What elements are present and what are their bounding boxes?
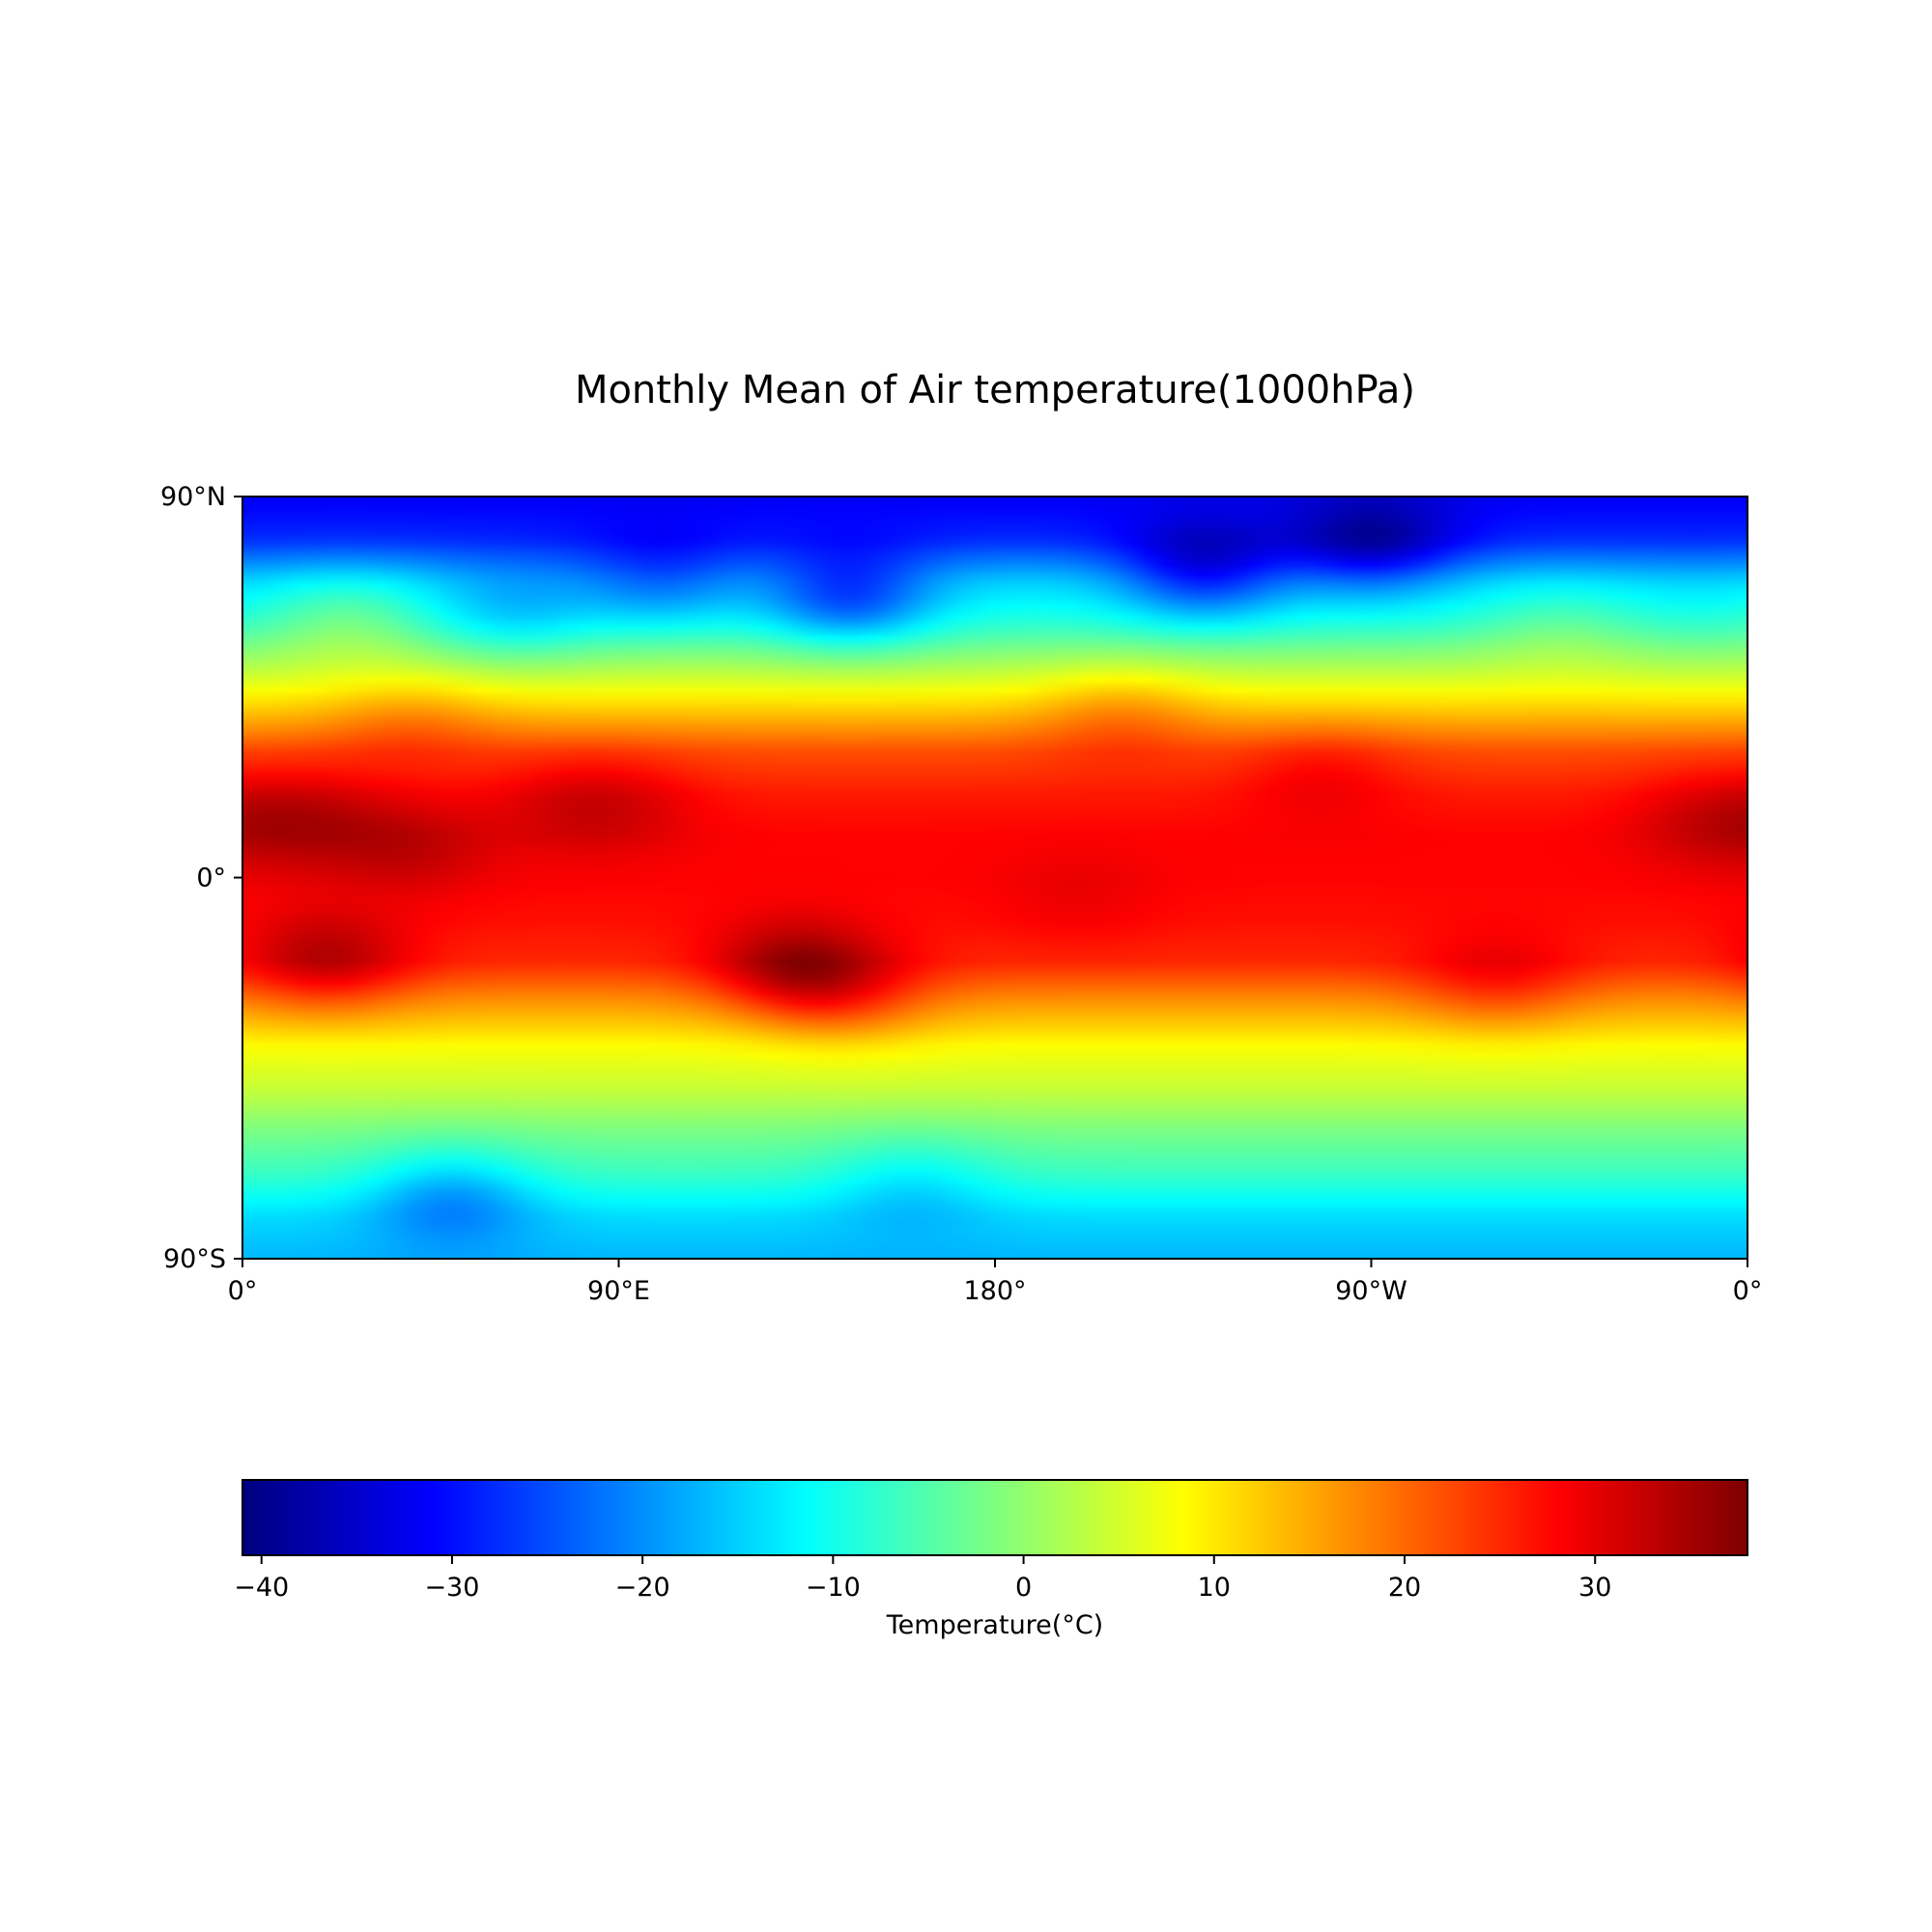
y-tick-label: 90°N <box>160 482 226 512</box>
colorbar-tick-label: −20 <box>615 1573 670 1603</box>
y-tick-label: 90°S <box>163 1244 226 1274</box>
x-tick-label: 0° <box>1733 1276 1763 1306</box>
colorbar-axis: −40 −30 −20 −10 0 10 20 30 <box>234 1555 1611 1603</box>
map-plot: 0° 90°E 180° 90°W 0° 90°N0°90°S <box>160 482 1762 1306</box>
chart-title: Monthly Mean of Air temperature(1000hPa) <box>575 368 1415 412</box>
colorbar-tick-label: 20 <box>1388 1573 1421 1603</box>
colorbar-tick-label: 0 <box>1015 1573 1032 1603</box>
colorbar-tick-label: −30 <box>424 1573 479 1603</box>
x-tick-label: 0° <box>228 1276 258 1306</box>
colorbar-gradient <box>242 1480 1747 1555</box>
colorbar-tick-label: 10 <box>1198 1573 1231 1603</box>
x-tick-label: 90°W <box>1335 1276 1407 1306</box>
colorbar-tick-label: −10 <box>806 1573 861 1603</box>
colorbar-tick-label: 30 <box>1578 1573 1611 1603</box>
colorbar-frame <box>242 1479 1748 1556</box>
temperature-heatmap <box>242 497 1747 1259</box>
x-axis: 0° 90°E 180° 90°W 0° <box>228 1259 1763 1306</box>
colorbar-tick-label: −40 <box>234 1573 289 1603</box>
colorbar-label: Temperature(°C) <box>886 1610 1103 1640</box>
y-tick-label: 0° <box>196 864 226 894</box>
x-tick-label: 90°E <box>587 1276 650 1306</box>
y-axis: 90°N 0° 90°S <box>160 482 242 1274</box>
x-tick-label: 180° <box>963 1276 1026 1306</box>
colorbar: −40 −30 −20 −10 0 10 20 30 Temperature(°C) <box>234 1479 1748 1640</box>
